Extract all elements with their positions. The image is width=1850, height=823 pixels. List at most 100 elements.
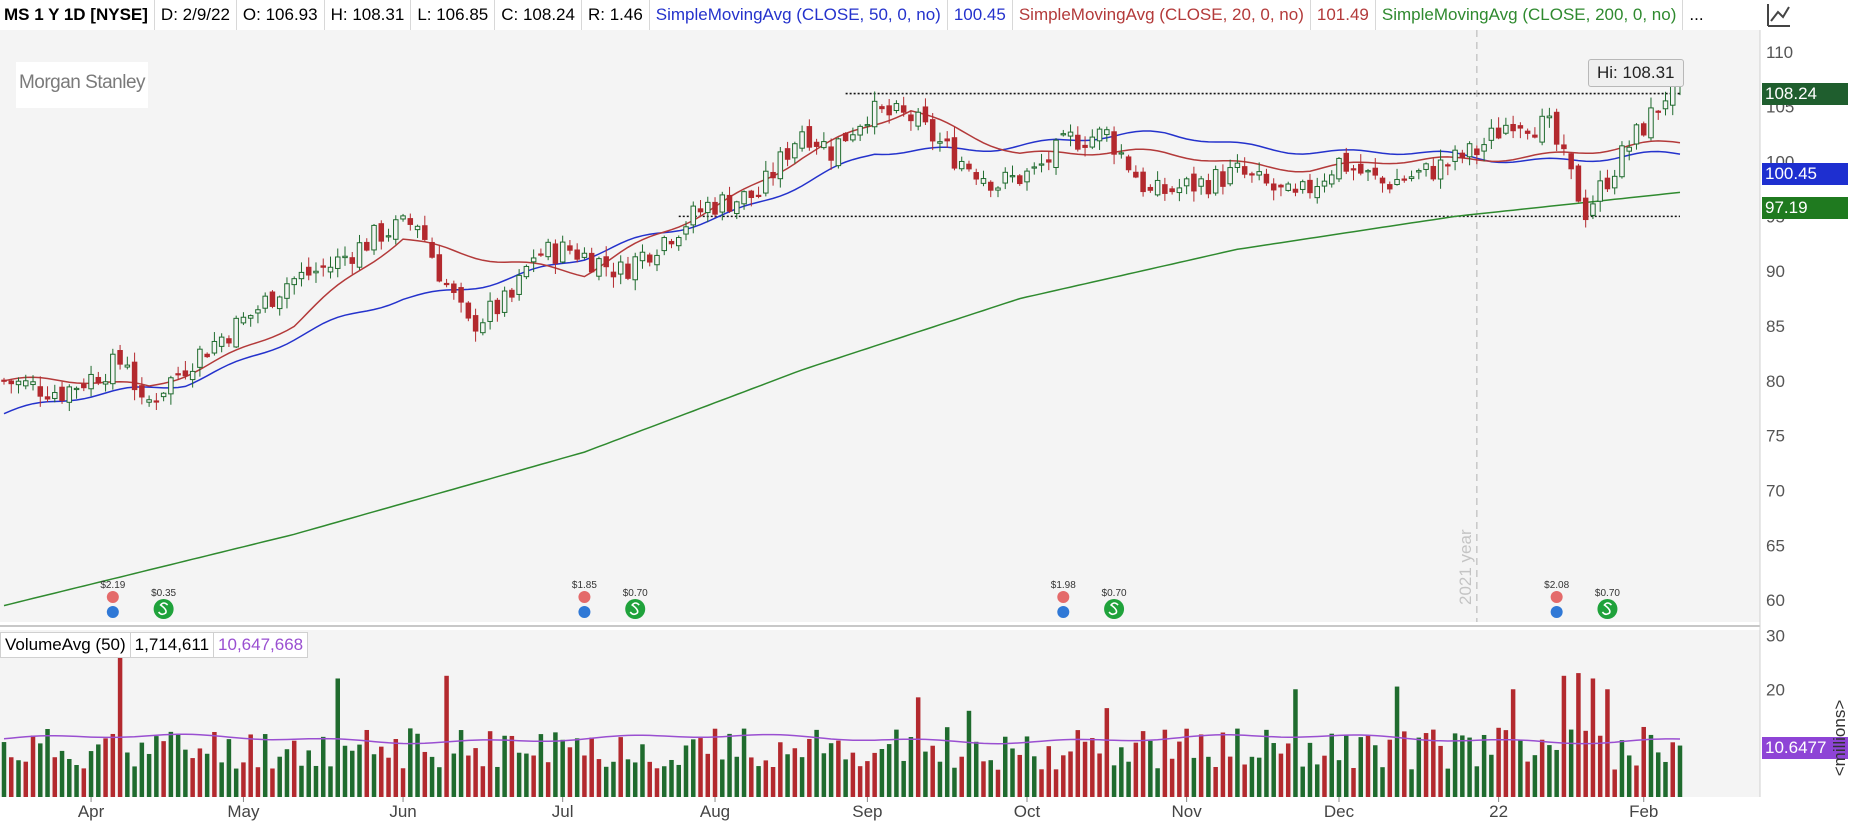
candle-body[interactable]: [893, 103, 900, 112]
volume-bar[interactable]: [1119, 747, 1124, 797]
candle-body[interactable]: [879, 106, 885, 110]
candle-body[interactable]: [168, 377, 174, 395]
candle-body[interactable]: [1082, 144, 1088, 148]
volume-bar[interactable]: [944, 727, 950, 797]
volume-bar[interactable]: [379, 746, 384, 797]
candle-body[interactable]: [1111, 131, 1117, 155]
volume-bar[interactable]: [328, 766, 333, 797]
volume-bar[interactable]: [1597, 735, 1603, 797]
volume-bar[interactable]: [1198, 734, 1204, 797]
earnings-info-icon[interactable]: [1057, 606, 1070, 618]
volume-bar[interactable]: [727, 733, 732, 797]
volume-bar[interactable]: [1561, 675, 1567, 797]
volume-bar[interactable]: [770, 766, 776, 797]
volume-bar[interactable]: [1503, 730, 1509, 797]
candle-body[interactable]: [719, 194, 726, 213]
volume-bar[interactable]: [1075, 730, 1081, 797]
volume-bar[interactable]: [524, 753, 529, 797]
candle-body[interactable]: [1568, 153, 1574, 170]
volume-bar[interactable]: [1634, 765, 1639, 797]
candle-body[interactable]: [30, 381, 36, 386]
volume-bar[interactable]: [350, 750, 355, 797]
candle-body[interactable]: [1387, 184, 1393, 190]
volume-bar[interactable]: [1, 742, 7, 797]
volume-bar[interactable]: [981, 761, 986, 797]
candle-body[interactable]: [596, 258, 602, 277]
volume-bar[interactable]: [219, 762, 224, 797]
volume-bar[interactable]: [553, 732, 558, 797]
volume-avg-line[interactable]: [3, 733, 1681, 745]
candle-body[interactable]: [110, 353, 116, 385]
candle-body[interactable]: [995, 187, 1001, 191]
volume-bar[interactable]: [16, 760, 21, 797]
candle-body[interactable]: [1060, 133, 1067, 136]
candle-body[interactable]: [632, 256, 638, 281]
volume-bar[interactable]: [241, 762, 246, 797]
candle-body[interactable]: [414, 225, 421, 231]
candle-body[interactable]: [1604, 177, 1611, 190]
volume-bar[interactable]: [1612, 769, 1617, 797]
candle-body[interactable]: [226, 338, 232, 344]
dividend-icon[interactable]: [153, 599, 174, 619]
candle-body[interactable]: [422, 225, 428, 240]
candle-body[interactable]: [784, 148, 791, 160]
volume-bar[interactable]: [538, 734, 544, 797]
volume-bar[interactable]: [1590, 678, 1596, 797]
volume-bar[interactable]: [807, 738, 812, 797]
volume-bar[interactable]: [618, 737, 623, 797]
candle-body[interactable]: [1611, 175, 1618, 189]
candle-body[interactable]: [393, 219, 399, 240]
candle-body[interactable]: [654, 254, 660, 266]
volume-bar[interactable]: [1677, 745, 1683, 797]
volume-bar[interactable]: [291, 740, 297, 797]
candle-body[interactable]: [835, 138, 842, 167]
candle-body[interactable]: [1263, 173, 1270, 184]
volume-bar[interactable]: [81, 768, 87, 797]
volume-bar[interactable]: [865, 761, 870, 797]
candle-body[interactable]: [262, 295, 268, 309]
volume-bar[interactable]: [574, 738, 580, 797]
candle-body[interactable]: [349, 257, 356, 264]
candle-body[interactable]: [741, 191, 747, 205]
candle-body[interactable]: [1104, 129, 1110, 136]
volume-bar[interactable]: [125, 752, 130, 797]
volume-bar[interactable]: [96, 744, 101, 797]
volume-bar[interactable]: [1532, 755, 1538, 797]
volume-bar[interactable]: [734, 756, 740, 797]
volume-bar[interactable]: [1568, 729, 1574, 797]
volume-bar[interactable]: [1235, 728, 1240, 797]
volume-bar[interactable]: [1300, 766, 1305, 797]
candle-body[interactable]: [1133, 171, 1139, 178]
volume-bar[interactable]: [531, 755, 536, 797]
candle-body[interactable]: [625, 263, 631, 279]
candle-body[interactable]: [581, 252, 588, 258]
volume-bar[interactable]: [937, 761, 943, 797]
volume-bar[interactable]: [560, 739, 565, 797]
candle-body[interactable]: [334, 256, 341, 269]
volume-bar[interactable]: [1344, 735, 1349, 797]
candle-body[interactable]: [124, 364, 131, 368]
candle-body[interactable]: [204, 353, 210, 358]
candle-body[interactable]: [480, 322, 486, 334]
volume-bar[interactable]: [1431, 729, 1436, 797]
candle-body[interactable]: [661, 237, 667, 252]
volume-bar[interactable]: [894, 729, 899, 797]
volume-bar[interactable]: [386, 757, 391, 797]
candle-body[interactable]: [1031, 166, 1038, 169]
volume-bar[interactable]: [611, 761, 616, 797]
volume-bar[interactable]: [1380, 767, 1385, 797]
candle-body[interactable]: [429, 241, 435, 258]
volume-bar[interactable]: [132, 766, 137, 797]
volume-bar[interactable]: [1496, 727, 1501, 797]
candle-body[interactable]: [951, 137, 958, 169]
volume-bar[interactable]: [371, 754, 377, 797]
volume-bar[interactable]: [1481, 734, 1487, 797]
volume-bar[interactable]: [364, 729, 370, 797]
volume-bar[interactable]: [204, 753, 210, 797]
volume-bar[interactable]: [1162, 729, 1168, 797]
volume-bar[interactable]: [850, 752, 856, 797]
volume-bar[interactable]: [1547, 745, 1552, 797]
volume-bar[interactable]: [59, 750, 65, 797]
candle-body[interactable]: [52, 392, 58, 399]
volume-bar[interactable]: [691, 739, 696, 797]
